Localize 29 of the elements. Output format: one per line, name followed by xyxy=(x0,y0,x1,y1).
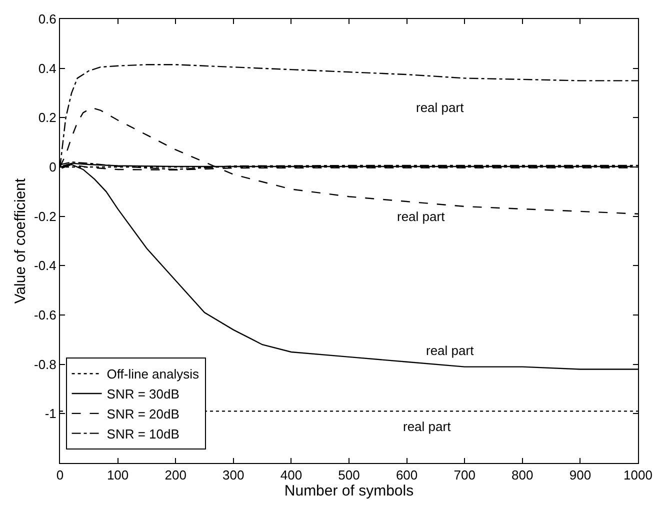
annotation: real part xyxy=(397,209,446,224)
y-tick-label: -0.2 xyxy=(34,208,56,224)
y-tick-label: -1 xyxy=(44,406,56,422)
x-tick-label: 300 xyxy=(222,468,244,483)
legend-label: SNR = 20dB xyxy=(106,406,180,422)
x-tick-label: 900 xyxy=(569,468,592,483)
y-tick-label: 0.2 xyxy=(38,110,56,126)
y-tick-label: -0.8 xyxy=(34,356,56,372)
legend-label: Off-line analysis xyxy=(106,366,200,382)
x-tick-label: 400 xyxy=(280,468,302,483)
legend-label: SNR = 10dB xyxy=(106,426,180,442)
x-tick-label: 100 xyxy=(106,468,129,483)
x-tick-label: 600 xyxy=(396,468,418,483)
y-tick-label: -0.4 xyxy=(34,258,56,274)
legend-label: SNR = 30dB xyxy=(106,386,180,402)
x-tick-label: 700 xyxy=(454,468,476,483)
annotation: real part xyxy=(416,100,464,115)
x-axis-title: Number of symbols xyxy=(284,482,414,500)
annotation: real part xyxy=(403,419,452,434)
y-axis-title: Value of coefficient xyxy=(12,177,30,304)
y-tick-label: 0.6 xyxy=(38,12,56,27)
annotation: real part xyxy=(426,343,474,358)
y-tick-label: 0 xyxy=(49,160,56,175)
y-tick-label: -0.6 xyxy=(34,308,56,323)
x-tick-label: 1000 xyxy=(624,468,652,483)
x-tick-label: 800 xyxy=(512,468,534,483)
y-tick-label: 0.4 xyxy=(38,60,56,76)
x-tick-label: 200 xyxy=(164,468,186,483)
x-tick-label: 500 xyxy=(338,468,360,483)
